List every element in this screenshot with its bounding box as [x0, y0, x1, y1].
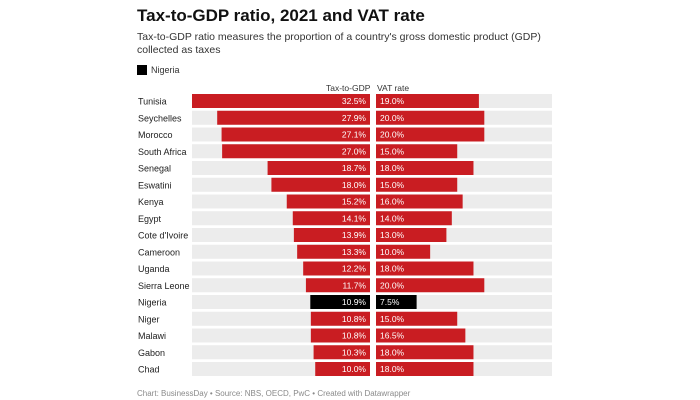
country-label-kenya: Kenya: [138, 197, 164, 207]
country-label-nigeria: Nigeria: [138, 298, 167, 308]
country-label-niger: Niger: [138, 314, 160, 324]
value-label-tax-to-gdp-sierra-leone: 11.7%: [343, 280, 367, 290]
bar-tax-to-gdp-tunisia: [192, 94, 370, 108]
legend: Nigeria: [137, 65, 180, 75]
bar-tax-to-gdp-chad: [315, 362, 370, 376]
bar-tax-to-gdp-seychelles: [217, 110, 370, 125]
bar-vat-rate-morocco: [376, 127, 485, 142]
country-label-egypt: Egypt: [138, 214, 162, 224]
bar-tax-to-gdp-cote-d-ivoire: [293, 228, 370, 242]
bar-tax-to-gdp-eswatini: [271, 177, 370, 192]
bar-vat-rate-chad: [376, 362, 474, 376]
bar-tax-to-gdp-uganda: [303, 261, 370, 276]
chart-subtitle: Tax-to-GDP ratio measures the proportion…: [137, 31, 541, 56]
value-label-tax-to-gdp-kenya: 15.2%: [342, 197, 367, 207]
value-label-vat-rate-eswatini: 15.0%: [380, 180, 405, 190]
value-label-tax-to-gdp-gabon: 10.3%: [342, 347, 367, 357]
value-label-tax-to-gdp-niger: 10.8%: [342, 314, 367, 324]
value-label-tax-to-gdp-tunisia: 32.5%: [342, 96, 367, 106]
bar-vat-rate-senegal: [376, 161, 474, 175]
column-header-vat-rate: VAT rate: [377, 83, 410, 93]
country-label-south-africa: South Africa: [138, 147, 187, 157]
value-label-vat-rate-egypt: 14.0%: [380, 213, 405, 223]
value-label-vat-rate-malawi: 16.5%: [380, 331, 405, 341]
value-label-tax-to-gdp-south-africa: 27.0%: [342, 146, 367, 156]
column-header-tax-to-gdp: Tax-to-GDP: [326, 83, 371, 93]
bar-vat-rate-uganda: [376, 261, 474, 276]
bar-tax-to-gdp-sierra-leone: [305, 278, 370, 293]
bar-vat-rate-gabon: [376, 345, 474, 360]
value-label-tax-to-gdp-egypt: 14.1%: [342, 213, 367, 223]
value-label-tax-to-gdp-eswatini: 18.0%: [342, 180, 367, 190]
bar-tax-to-gdp-egypt: [292, 211, 370, 226]
legend-swatch-nigeria: [137, 65, 147, 75]
country-label-eswatini: Eswatini: [138, 180, 172, 190]
bar-tax-to-gdp-niger: [310, 311, 370, 326]
bar-vat-rate-sierra-leone: [376, 278, 485, 293]
value-label-vat-rate-gabon: 18.0%: [380, 347, 405, 357]
bar-vat-rate-egypt: [376, 211, 452, 226]
country-label-uganda: Uganda: [138, 264, 170, 274]
bar-vat-rate-cameroon: [376, 244, 431, 259]
value-label-vat-rate-cote-d-ivoire: 13.0%: [380, 230, 405, 240]
bar-vat-rate-niger: [376, 311, 458, 326]
value-label-vat-rate-senegal: 18.0%: [380, 163, 405, 173]
value-label-tax-to-gdp-malawi: 10.8%: [342, 331, 367, 341]
country-label-malawi: Malawi: [138, 331, 166, 341]
bar-vat-rate-nigeria: [376, 295, 417, 309]
value-label-vat-rate-seychelles: 20.0%: [380, 113, 405, 123]
country-label-chad: Chad: [138, 365, 160, 375]
bar-tax-to-gdp-gabon: [313, 345, 370, 360]
value-label-tax-to-gdp-seychelles: 27.9%: [342, 113, 367, 123]
bar-tax-to-gdp-senegal: [267, 161, 370, 175]
value-label-vat-rate-nigeria: 7.5%: [380, 297, 400, 307]
value-label-vat-rate-niger: 15.0%: [380, 314, 405, 324]
value-label-vat-rate-tunisia: 19.0%: [380, 96, 405, 106]
bar-vat-rate-malawi: [376, 328, 466, 343]
value-label-vat-rate-morocco: 20.0%: [380, 130, 405, 140]
country-label-morocco: Morocco: [138, 130, 173, 140]
value-label-tax-to-gdp-morocco: 27.1%: [342, 130, 367, 140]
bar-vat-rate-kenya: [376, 194, 463, 209]
chart-footer: Chart: BusinessDay • Source: NBS, OECD, …: [137, 389, 411, 398]
bar-vat-rate-tunisia: [376, 94, 479, 108]
value-label-vat-rate-kenya: 16.0%: [380, 197, 405, 207]
bar-vat-rate-south-africa: [376, 144, 458, 159]
value-label-tax-to-gdp-cameroon: 13.3%: [342, 247, 367, 257]
value-label-tax-to-gdp-nigeria: 10.9%: [342, 297, 367, 307]
bar-tax-to-gdp-kenya: [286, 194, 370, 209]
legend-label: Nigeria: [151, 65, 180, 75]
value-label-vat-rate-uganda: 18.0%: [380, 264, 405, 274]
bar-tax-to-gdp-cameroon: [297, 244, 370, 259]
bar-vat-rate-cote-d-ivoire: [376, 228, 447, 242]
country-label-senegal: Senegal: [138, 164, 171, 174]
value-label-vat-rate-south-africa: 15.0%: [380, 146, 405, 156]
bar-tax-to-gdp-south-africa: [222, 144, 370, 159]
bar-vat-rate-seychelles: [376, 110, 485, 125]
value-label-tax-to-gdp-chad: 10.0%: [342, 364, 367, 374]
bar-tax-to-gdp-nigeria: [310, 295, 370, 309]
bar-vat-rate-eswatini: [376, 177, 458, 192]
country-label-sierra-leone: Sierra Leone: [138, 281, 190, 291]
value-label-vat-rate-cameroon: 10.0%: [380, 247, 405, 257]
track-right-nigeria: [376, 295, 552, 309]
country-label-gabon: Gabon: [138, 348, 165, 358]
value-label-tax-to-gdp-senegal: 18.7%: [342, 163, 367, 173]
value-label-tax-to-gdp-uganda: 12.2%: [342, 264, 367, 274]
value-label-vat-rate-sierra-leone: 20.0%: [380, 280, 405, 290]
bar-tax-to-gdp-morocco: [221, 127, 370, 142]
country-label-tunisia: Tunisia: [138, 97, 167, 107]
bar-tax-to-gdp-malawi: [310, 328, 370, 343]
country-label-seychelles: Seychelles: [138, 113, 182, 123]
value-label-vat-rate-chad: 18.0%: [380, 364, 405, 374]
chart-title: Tax-to-GDP ratio, 2021 and VAT rate: [137, 6, 425, 25]
country-label-cameroon: Cameroon: [138, 247, 180, 257]
country-label-cote-d-ivoire: Cote d'Ivoire: [138, 231, 188, 241]
value-label-tax-to-gdp-cote-d-ivoire: 13.9%: [342, 230, 367, 240]
